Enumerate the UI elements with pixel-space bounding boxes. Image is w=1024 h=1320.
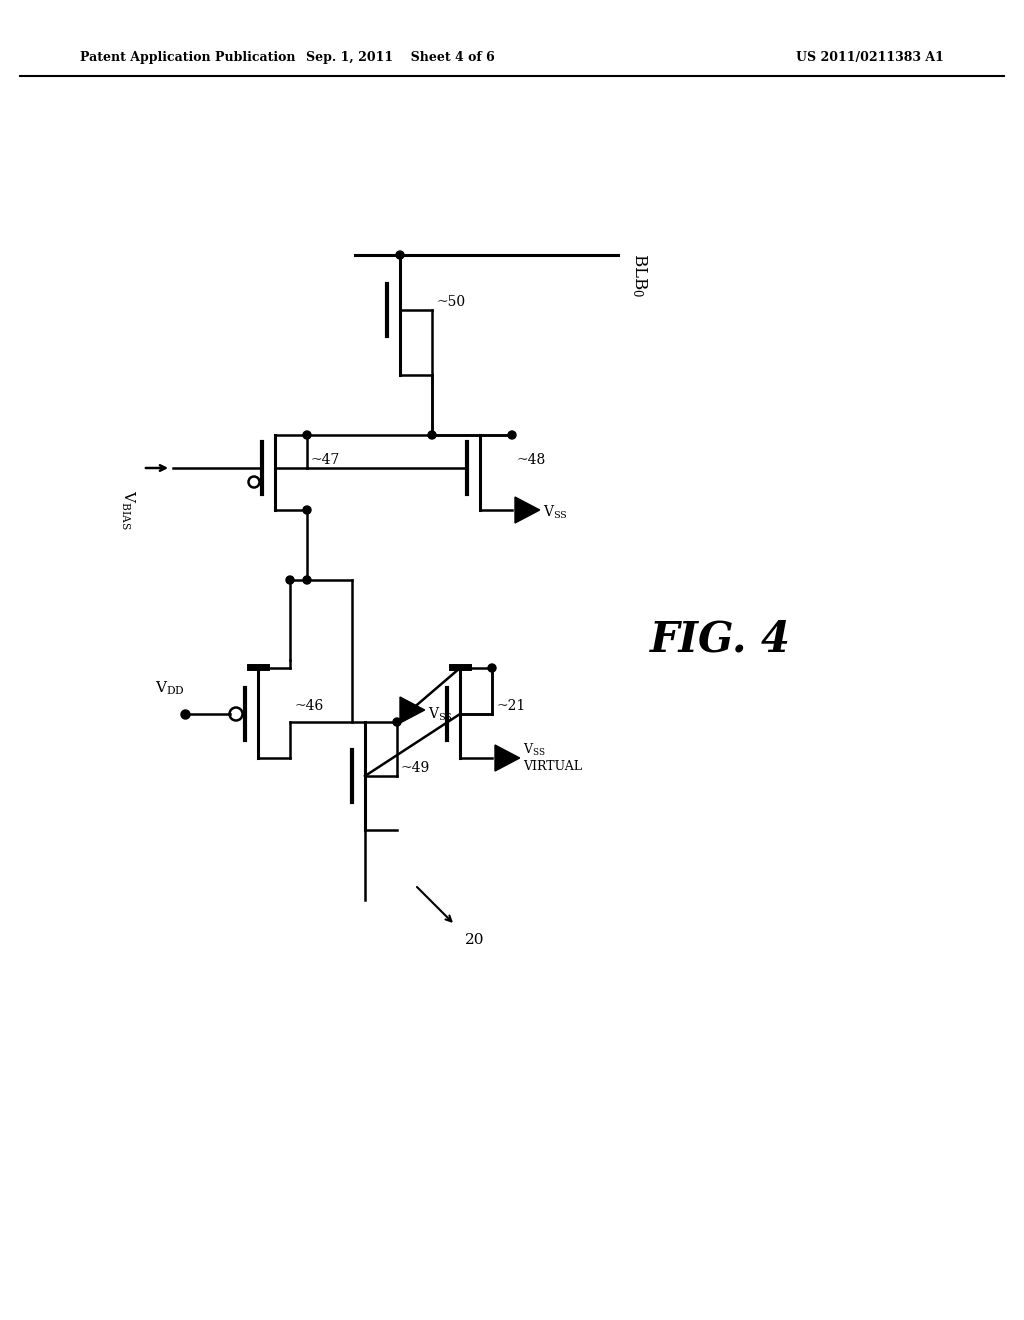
Polygon shape (400, 697, 425, 723)
Text: ~49: ~49 (401, 762, 430, 775)
Circle shape (286, 576, 294, 583)
Text: 20: 20 (465, 933, 484, 946)
Text: Patent Application Publication: Patent Application Publication (80, 51, 296, 65)
Text: $\mathregular{BLB_0}$: $\mathregular{BLB_0}$ (630, 253, 648, 297)
Text: ~50: ~50 (436, 294, 465, 309)
Circle shape (428, 432, 436, 440)
Polygon shape (495, 744, 520, 771)
Text: $\mathregular{V_{DD}}$: $\mathregular{V_{DD}}$ (155, 680, 185, 697)
Circle shape (303, 506, 311, 513)
Circle shape (488, 664, 496, 672)
Text: VIRTUAL: VIRTUAL (523, 759, 582, 772)
Text: $\mathregular{V_{BIAS}}$: $\mathregular{V_{BIAS}}$ (120, 490, 136, 529)
Text: ~47: ~47 (311, 453, 340, 467)
Text: ~46: ~46 (294, 700, 324, 713)
Text: $\mathregular{V_{SS}}$: $\mathregular{V_{SS}}$ (543, 503, 568, 520)
Text: ~21: ~21 (496, 700, 525, 713)
Text: Sep. 1, 2011    Sheet 4 of 6: Sep. 1, 2011 Sheet 4 of 6 (305, 51, 495, 65)
Polygon shape (515, 498, 540, 523)
Text: FIG. 4: FIG. 4 (649, 619, 791, 661)
Circle shape (303, 576, 311, 583)
Text: ~48: ~48 (516, 453, 545, 467)
Text: $\mathregular{V_{SS}}$: $\mathregular{V_{SS}}$ (428, 705, 453, 723)
Circle shape (508, 432, 516, 440)
Circle shape (303, 432, 311, 440)
Circle shape (396, 251, 404, 259)
Circle shape (393, 718, 401, 726)
Text: US 2011/0211383 A1: US 2011/0211383 A1 (796, 51, 944, 65)
Text: $\mathregular{V_{SS}}$: $\mathregular{V_{SS}}$ (523, 742, 546, 758)
